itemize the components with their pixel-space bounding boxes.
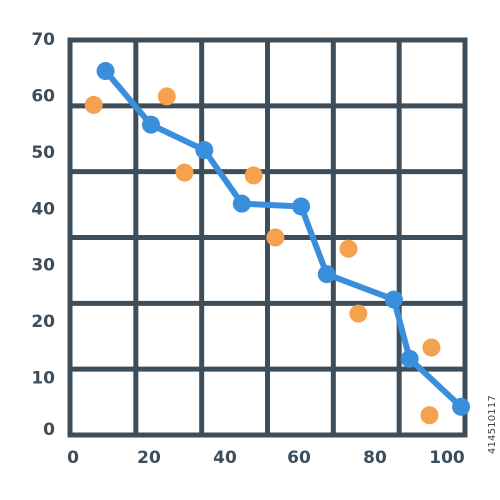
scatter-point xyxy=(175,163,194,182)
line-point xyxy=(292,197,311,216)
line-point xyxy=(317,265,336,284)
y-tick-label: 30 xyxy=(31,256,55,276)
x-axis-ticks: 0 20 40 60 80 100 xyxy=(67,448,465,468)
y-tick-label: 40 xyxy=(31,199,55,219)
y-tick-label: 20 xyxy=(31,312,55,332)
line-point xyxy=(384,290,403,309)
scatter-point xyxy=(84,95,103,114)
y-axis-ticks: 0 10 20 30 40 50 60 70 xyxy=(31,30,55,440)
scatter-point xyxy=(157,87,176,106)
scatter-point xyxy=(266,228,285,247)
y-tick-label: 60 xyxy=(31,86,55,106)
stock-id-label: 414510117 xyxy=(487,395,498,455)
y-tick-label: 10 xyxy=(31,369,55,389)
x-tick-label: 80 xyxy=(363,448,387,468)
y-tick-label: 70 xyxy=(31,30,55,50)
x-tick-label: 40 xyxy=(213,448,237,468)
x-tick-label: 20 xyxy=(137,448,161,468)
scatter-point xyxy=(244,166,263,185)
scatter-point xyxy=(339,239,358,258)
line-point xyxy=(195,141,214,160)
y-tick-label: 50 xyxy=(31,143,55,163)
line-point xyxy=(96,62,115,81)
y-tick-label: 0 xyxy=(43,420,55,440)
scatter-point xyxy=(349,304,368,323)
scatter-point xyxy=(422,338,441,357)
scatter-series xyxy=(84,87,441,425)
line-point xyxy=(400,349,419,368)
line-series xyxy=(96,62,471,416)
x-tick-label: 100 xyxy=(429,448,465,468)
x-tick-label: 60 xyxy=(287,448,311,468)
grid xyxy=(67,37,468,438)
x-tick-label: 0 xyxy=(67,448,79,468)
line-point xyxy=(232,194,251,213)
line-point xyxy=(452,397,471,416)
line-point xyxy=(141,115,160,134)
scatter-point xyxy=(420,406,439,425)
